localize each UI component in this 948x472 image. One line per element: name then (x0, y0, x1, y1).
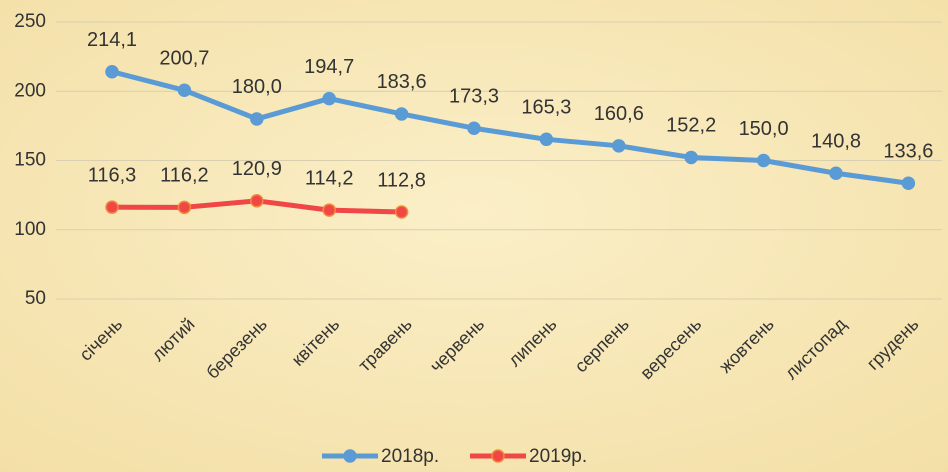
value-label: 152,2 (666, 115, 716, 137)
point-marker (612, 139, 626, 153)
point-marker (177, 83, 192, 98)
value-label: 173,3 (449, 86, 499, 108)
y-tick-label: 100 (14, 219, 46, 240)
point-marker (756, 153, 771, 168)
point-marker (322, 203, 336, 217)
point-marker (250, 112, 264, 126)
y-tick-label: 200 (14, 80, 46, 101)
series-line (109, 69, 911, 186)
point-marker (539, 132, 554, 147)
value-label: 116,2 (160, 165, 209, 187)
value-label: 133,6 (883, 140, 933, 162)
value-label: 140,8 (811, 131, 861, 153)
legend-label: 2018р. (381, 446, 439, 467)
point-marker (829, 166, 843, 180)
point-marker (105, 64, 119, 79)
value-label: 214,1 (87, 29, 137, 51)
value-label: 183,6 (377, 71, 427, 93)
value-label: 180,0 (232, 76, 282, 98)
point-marker (684, 150, 698, 165)
value-label: 116,3 (88, 164, 137, 186)
value-label: 150,0 (739, 118, 789, 140)
value-label: 160,6 (594, 103, 644, 125)
value-label: 165,3 (521, 97, 571, 119)
legend-marker (491, 449, 505, 463)
legend-marker (343, 449, 357, 463)
point-marker (250, 194, 264, 208)
point-marker (322, 91, 336, 106)
y-tick-label: 250 (14, 11, 46, 32)
point-marker (394, 205, 409, 219)
y-tick-label: 50 (25, 288, 46, 309)
point-marker (901, 176, 916, 190)
value-label: 200,7 (159, 48, 209, 70)
value-label: 112,8 (377, 169, 426, 191)
point-marker (105, 200, 119, 214)
value-label: 114,2 (305, 167, 354, 189)
value-label: 120,9 (232, 158, 282, 180)
point-marker (177, 200, 192, 215)
value-label: 194,7 (304, 56, 354, 78)
legend-label: 2019р. (529, 446, 587, 467)
y-tick-label: 150 (14, 150, 46, 171)
point-marker (394, 107, 409, 121)
point-marker (467, 121, 481, 135)
